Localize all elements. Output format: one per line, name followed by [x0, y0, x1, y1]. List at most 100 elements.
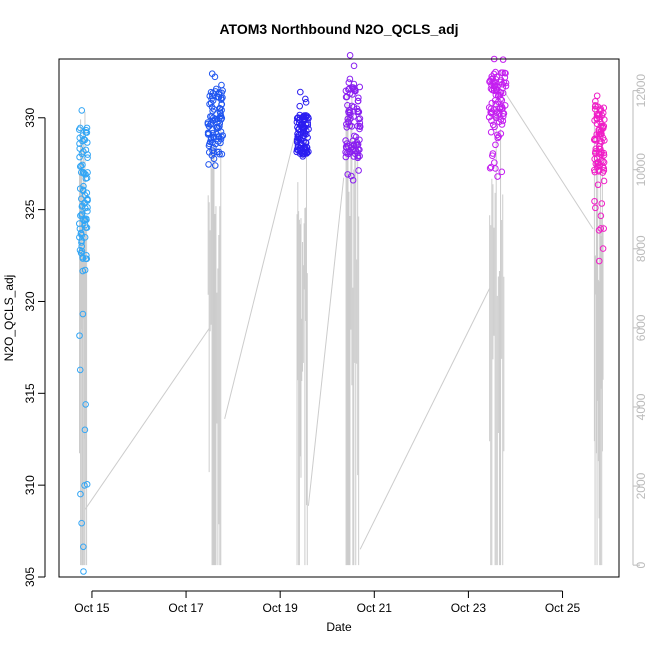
- data-point: [345, 79, 353, 86]
- data-point: [600, 167, 608, 174]
- data-point: [354, 97, 362, 105]
- data-point: [595, 150, 603, 157]
- data-point: [592, 204, 599, 212]
- data-point: [346, 52, 354, 59]
- data-point: [596, 111, 603, 119]
- data-point: [499, 117, 507, 125]
- data-point: [346, 75, 354, 83]
- data-point: [80, 148, 87, 155]
- data-point: [354, 141, 362, 148]
- data-point: [215, 124, 222, 132]
- data-point: [492, 141, 499, 149]
- data-point: [80, 568, 87, 575]
- data-point: [297, 88, 304, 96]
- data-point: [595, 257, 603, 265]
- data-point: [487, 128, 495, 136]
- y-tick-label: 315: [23, 383, 37, 403]
- data-point: [493, 131, 501, 139]
- data-point: [600, 177, 608, 185]
- data-point: [84, 154, 91, 162]
- data-point: [83, 252, 90, 259]
- data-point: [77, 229, 85, 237]
- data-point: [495, 92, 502, 99]
- data-point: [344, 171, 351, 178]
- data-point: [593, 92, 601, 100]
- x-axis: Oct 15 Oct 17 Oct 19 Oct 21 Oct 23 Oct 25: [74, 590, 581, 615]
- data-point: [342, 153, 350, 161]
- data-point: [348, 172, 355, 180]
- data-point: [492, 165, 499, 172]
- y2-tick-label: 8000: [634, 235, 648, 262]
- data-point: [595, 129, 603, 136]
- altitude-series: [79, 90, 604, 566]
- data-point: [83, 481, 91, 488]
- data-point: [81, 426, 89, 434]
- data-point: [350, 62, 358, 70]
- data-point: [342, 144, 350, 151]
- data-point: [84, 207, 91, 215]
- data-point: [591, 197, 598, 205]
- data-point: [205, 149, 213, 156]
- data-point: [294, 114, 302, 122]
- data-point: [219, 132, 227, 139]
- data-point: [356, 83, 364, 91]
- data-point: [295, 119, 303, 127]
- data-point: [599, 163, 607, 170]
- data-point: [207, 120, 215, 127]
- data-point: [77, 162, 85, 170]
- data-point: [209, 126, 216, 133]
- data-point: [213, 148, 221, 156]
- data-point: [82, 255, 90, 263]
- y-tick-label: 320: [23, 291, 37, 311]
- data-point: [207, 88, 215, 96]
- data-point: [79, 310, 87, 318]
- data-point: [354, 146, 362, 153]
- data-point: [82, 224, 90, 231]
- data-point: [498, 168, 506, 176]
- data-point: [211, 162, 219, 169]
- data-point: [76, 124, 84, 132]
- data-point: [345, 108, 352, 116]
- altitude-transit-line: [359, 288, 491, 550]
- data-point: [76, 366, 84, 374]
- data-point: [81, 216, 89, 224]
- data-point: [293, 148, 300, 156]
- data-point: [494, 173, 501, 180]
- y-axis-label: N2O_QCLS_adj: [2, 275, 16, 362]
- data-point: [499, 56, 507, 63]
- data-point: [486, 77, 494, 84]
- data-point: [498, 121, 506, 128]
- data-point: [497, 78, 504, 86]
- altitude-transit-line: [224, 137, 295, 419]
- data-point: [498, 103, 506, 111]
- data-point: [495, 133, 502, 140]
- x-tick-label: Oct 21: [357, 601, 393, 615]
- data-point: [212, 140, 219, 148]
- data-point: [599, 245, 607, 252]
- data-point: [305, 148, 312, 156]
- data-point: [496, 88, 504, 96]
- y-tick-label: 305: [23, 567, 37, 587]
- data-point: [76, 163, 84, 170]
- altitude-transit-line: [503, 90, 594, 230]
- data-point: [348, 102, 356, 110]
- data-point: [217, 135, 225, 143]
- data-point: [76, 332, 83, 339]
- y-tick-label: 330: [23, 107, 37, 127]
- data-point: [80, 170, 88, 178]
- data-point: [500, 110, 508, 117]
- data-point: [205, 161, 212, 168]
- data-point: [498, 96, 506, 104]
- data-point: [489, 150, 497, 157]
- data-point: [206, 92, 214, 100]
- data-point: [345, 86, 352, 93]
- data-point: [78, 242, 86, 250]
- chart-title: ATOM3 Northbound N2O_QCLS_adj: [219, 21, 458, 37]
- data-point: [78, 107, 86, 114]
- data-point: [216, 104, 223, 112]
- data-point: [208, 103, 216, 111]
- data-point: [218, 81, 225, 89]
- data-point: [75, 220, 83, 227]
- data-point: [296, 102, 304, 110]
- data-point: [208, 113, 216, 120]
